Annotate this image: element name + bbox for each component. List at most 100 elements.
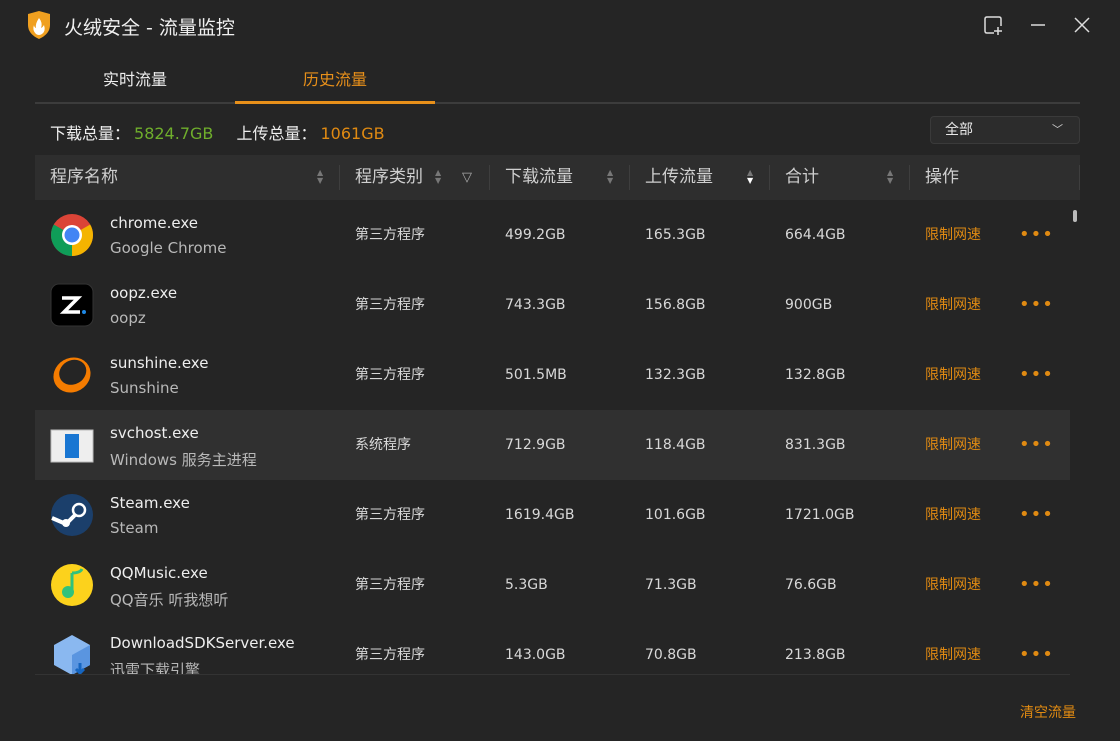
filter-selected-value: 全部 (945, 122, 973, 138)
download-traffic: 743.3GB (505, 297, 566, 313)
column-label: 上传流量 (645, 167, 713, 187)
column-header-name[interactable]: 程序名称 ▲ ▼ (35, 155, 340, 200)
chevron-down-icon: ﹀ (1052, 123, 1063, 136)
sunshine-icon (50, 353, 94, 397)
sort-icon: ▲ ▼ (887, 168, 894, 185)
more-options-icon[interactable]: ••• (1019, 644, 1054, 665)
process-description: QQ音乐 听我想听 (110, 591, 229, 609)
upload-traffic: 156.8GB (645, 297, 706, 313)
table-row[interactable]: svchost.exe Windows 服务主进程 系统程序 712.9GB 1… (35, 410, 1070, 480)
program-type: 系统程序 (355, 437, 411, 453)
upload-total-value: 1061GB (320, 124, 385, 143)
column-header-download[interactable]: 下载流量 ▲ ▼ (490, 155, 630, 200)
sort-descending-icon: ▲ ▼ (747, 168, 754, 185)
tab-bar: 实时流量 历史流量 (35, 60, 1080, 104)
total-traffic: 900GB (785, 297, 833, 313)
table-row[interactable]: Steam.exe Steam 第三方程序 1619.4GB 101.6GB 1… (35, 480, 1070, 550)
total-traffic: 132.8GB (785, 367, 846, 383)
program-type: 第三方程序 (355, 577, 425, 593)
program-type: 第三方程序 (355, 647, 425, 663)
table-row[interactable]: oopz.exe oopz 第三方程序 743.3GB 156.8GB 900G… (35, 270, 1070, 340)
traffic-table-body: chrome.exe Google Chrome 第三方程序 499.2GB 1… (35, 200, 1070, 675)
limit-speed-link[interactable]: 限制网速 (925, 227, 981, 243)
minimize-icon (1031, 24, 1045, 26)
qqmusic-icon (50, 563, 94, 607)
more-options-icon[interactable]: ••• (1019, 434, 1054, 455)
column-header-total[interactable]: 合计 ▲ ▼ (770, 155, 910, 200)
column-header-upload[interactable]: 上传流量 ▲ ▼ (630, 155, 770, 200)
new-window-icon (984, 16, 1002, 35)
upload-traffic: 118.4GB (645, 437, 706, 453)
download-traffic: 5.3GB (505, 577, 548, 593)
close-button[interactable] (1071, 14, 1093, 36)
sort-icon: ▲ ▼ (317, 168, 324, 185)
table-row[interactable]: QQMusic.exe QQ音乐 听我想听 第三方程序 5.3GB 71.3GB… (35, 550, 1070, 620)
process-exe-name: chrome.exe (110, 214, 198, 232)
more-options-icon[interactable]: ••• (1019, 364, 1054, 385)
column-header-type[interactable]: 程序类别 ▲ ▼ ▽ (340, 155, 490, 200)
xunlei-icon (50, 633, 94, 674)
traffic-summary: 下载总量： 5824.7GB 上传总量： 1061GB (50, 120, 389, 144)
process-description: Google Chrome (110, 239, 227, 257)
program-filter-select[interactable]: 全部 ﹀ (930, 116, 1080, 144)
table-row[interactable]: sunshine.exe Sunshine 第三方程序 501.5MB 132.… (35, 340, 1070, 410)
program-type: 第三方程序 (355, 507, 425, 523)
column-label: 程序类别 (355, 167, 423, 187)
upload-traffic: 71.3GB (645, 577, 697, 593)
upload-traffic: 165.3GB (645, 227, 706, 243)
sort-icon: ▲ ▼ (435, 168, 442, 185)
sort-icon: ▲ ▼ (607, 168, 614, 185)
more-options-icon[interactable]: ••• (1019, 224, 1054, 245)
limit-speed-link[interactable]: 限制网速 (925, 577, 981, 593)
clear-traffic-button[interactable]: 清空流量 (1020, 705, 1076, 721)
process-description: Steam (110, 519, 159, 537)
pin-window-button[interactable] (982, 14, 1004, 36)
process-description: Sunshine (110, 379, 179, 397)
total-traffic: 831.3GB (785, 437, 846, 453)
column-label: 操作 (925, 167, 959, 187)
tab-history-traffic[interactable]: 历史流量 (235, 60, 435, 104)
more-options-icon[interactable]: ••• (1019, 294, 1054, 315)
column-header-actions: 操作 (910, 155, 1080, 200)
download-traffic: 499.2GB (505, 227, 566, 243)
process-exe-name: svchost.exe (110, 424, 199, 442)
oopz-icon (50, 283, 94, 327)
download-total-value: 5824.7GB (134, 124, 214, 143)
minimize-button[interactable] (1027, 14, 1049, 36)
close-icon (1074, 17, 1090, 33)
tab-realtime-traffic[interactable]: 实时流量 (102, 70, 167, 89)
scrollbar-thumb[interactable] (1073, 210, 1077, 222)
download-traffic: 143.0GB (505, 647, 566, 663)
download-traffic: 712.9GB (505, 437, 566, 453)
download-traffic: 1619.4GB (505, 507, 575, 523)
table-header: 程序名称 ▲ ▼ 程序类别 ▲ ▼ ▽ 下载流量 ▲ ▼ 上传流量 ▲ ▼ 合计 ▲ ▼ 操作 (35, 155, 1080, 200)
more-options-icon[interactable]: ••• (1019, 574, 1054, 595)
program-type: 第三方程序 (355, 367, 425, 383)
process-description: 迅雷下载引擎 (110, 661, 201, 675)
table-row[interactable]: DownloadSDKServer.exe 迅雷下载引擎 第三方程序 143.0… (35, 620, 1070, 675)
steam-icon (50, 493, 94, 537)
limit-speed-link[interactable]: 限制网速 (925, 507, 981, 523)
upload-traffic: 101.6GB (645, 507, 706, 523)
process-exe-name: sunshine.exe (110, 354, 209, 372)
title-bar: 火绒安全 - 流量监控 (0, 0, 1120, 50)
svchost-icon (50, 423, 94, 467)
filter-icon[interactable]: ▽ (462, 170, 472, 185)
total-traffic: 1721.0GB (785, 507, 855, 523)
total-traffic: 664.4GB (785, 227, 846, 243)
more-options-icon[interactable]: ••• (1019, 504, 1054, 525)
program-type: 第三方程序 (355, 227, 425, 243)
program-type: 第三方程序 (355, 297, 425, 313)
limit-speed-link[interactable]: 限制网速 (925, 297, 981, 313)
table-row[interactable]: chrome.exe Google Chrome 第三方程序 499.2GB 1… (35, 200, 1070, 270)
process-exe-name: Steam.exe (110, 494, 190, 512)
process-description: oopz (110, 309, 146, 327)
total-traffic: 76.6GB (785, 577, 837, 593)
limit-speed-link[interactable]: 限制网速 (925, 367, 981, 383)
limit-speed-link[interactable]: 限制网速 (925, 647, 981, 663)
download-traffic: 501.5MB (505, 367, 567, 383)
column-label: 程序名称 (50, 167, 118, 187)
limit-speed-link[interactable]: 限制网速 (925, 437, 981, 453)
column-label: 下载流量 (505, 167, 573, 187)
chrome-icon (50, 213, 94, 257)
